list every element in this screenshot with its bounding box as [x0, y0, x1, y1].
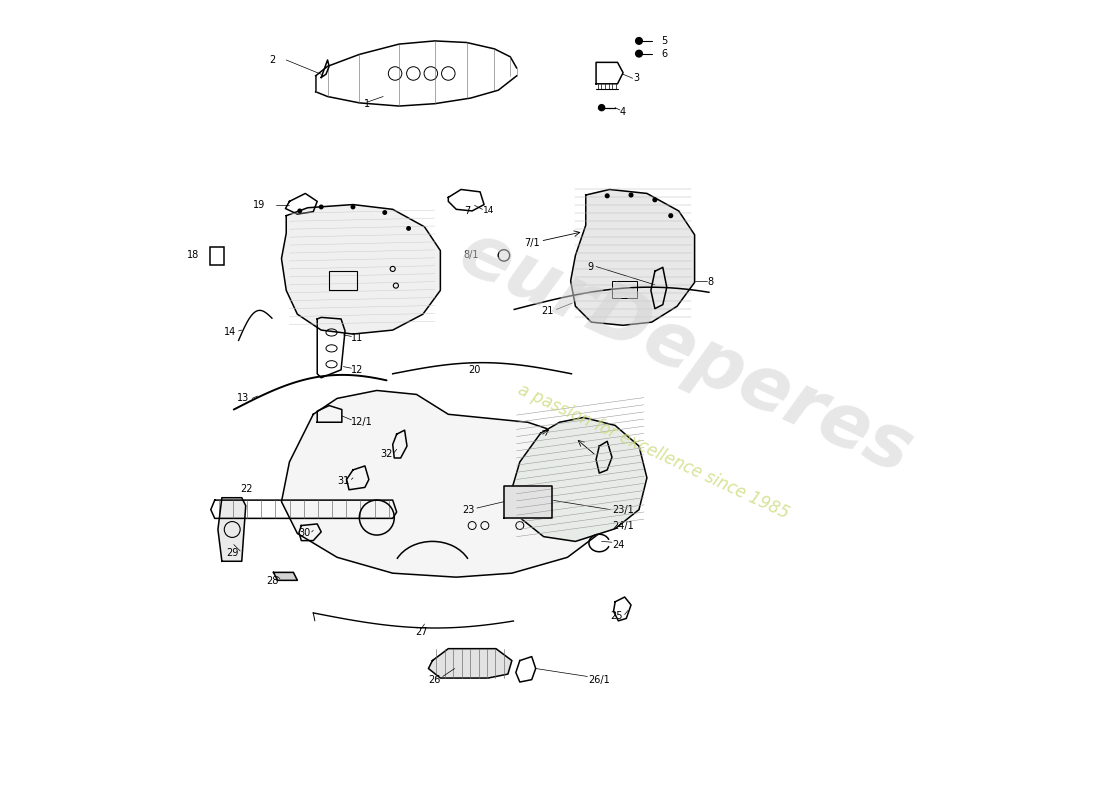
Text: 3: 3	[634, 74, 639, 83]
Circle shape	[383, 210, 386, 214]
Text: 31: 31	[338, 476, 350, 486]
Text: 5: 5	[661, 36, 668, 46]
Text: 14: 14	[224, 327, 236, 338]
Circle shape	[669, 214, 672, 218]
Polygon shape	[282, 390, 615, 577]
Text: 7/1: 7/1	[525, 238, 540, 248]
Polygon shape	[504, 486, 551, 518]
Circle shape	[351, 206, 354, 209]
Text: 28: 28	[266, 576, 278, 586]
Text: eurDeperes: eurDeperes	[447, 215, 923, 490]
Text: 23: 23	[462, 505, 474, 514]
Text: 2: 2	[270, 55, 276, 65]
Text: 12: 12	[351, 365, 364, 375]
Text: 14: 14	[483, 206, 494, 215]
Polygon shape	[282, 205, 440, 334]
Text: 20: 20	[469, 365, 481, 375]
Circle shape	[407, 226, 410, 230]
Text: a passion for excellence since 1985: a passion for excellence since 1985	[515, 381, 792, 522]
Text: 11: 11	[351, 333, 364, 343]
Circle shape	[636, 50, 642, 57]
Text: 13: 13	[238, 394, 250, 403]
Text: 25: 25	[610, 611, 623, 621]
Text: 24: 24	[612, 539, 625, 550]
Text: 8: 8	[707, 278, 714, 287]
Polygon shape	[274, 572, 297, 580]
Text: 32: 32	[381, 449, 393, 459]
Polygon shape	[218, 498, 245, 562]
Text: 18: 18	[187, 250, 199, 261]
Text: 6: 6	[661, 49, 668, 58]
Polygon shape	[429, 649, 512, 678]
Text: 30: 30	[298, 529, 310, 538]
Bar	[210, 246, 224, 265]
Text: 7: 7	[464, 206, 471, 216]
Circle shape	[636, 38, 642, 44]
Circle shape	[605, 194, 609, 198]
Text: 26/1: 26/1	[588, 674, 609, 685]
Circle shape	[298, 209, 301, 213]
Circle shape	[598, 105, 605, 110]
Bar	[329, 271, 358, 290]
Circle shape	[319, 206, 323, 209]
Text: 22: 22	[240, 484, 253, 494]
Text: 8/1: 8/1	[463, 250, 478, 261]
Text: 21: 21	[541, 306, 554, 316]
Polygon shape	[512, 418, 647, 542]
Circle shape	[653, 198, 657, 202]
Polygon shape	[571, 190, 694, 326]
Text: 27: 27	[415, 627, 428, 637]
Bar	[612, 281, 637, 298]
Text: 24/1: 24/1	[612, 521, 634, 530]
Text: 4: 4	[620, 107, 626, 118]
Circle shape	[629, 194, 632, 197]
Text: 26: 26	[428, 674, 440, 685]
Text: 23/1: 23/1	[612, 505, 634, 514]
Text: 19: 19	[253, 200, 265, 210]
Text: 1: 1	[364, 99, 371, 110]
Text: 29: 29	[227, 547, 239, 558]
Text: 12/1: 12/1	[351, 418, 373, 427]
Text: 9: 9	[587, 262, 594, 271]
